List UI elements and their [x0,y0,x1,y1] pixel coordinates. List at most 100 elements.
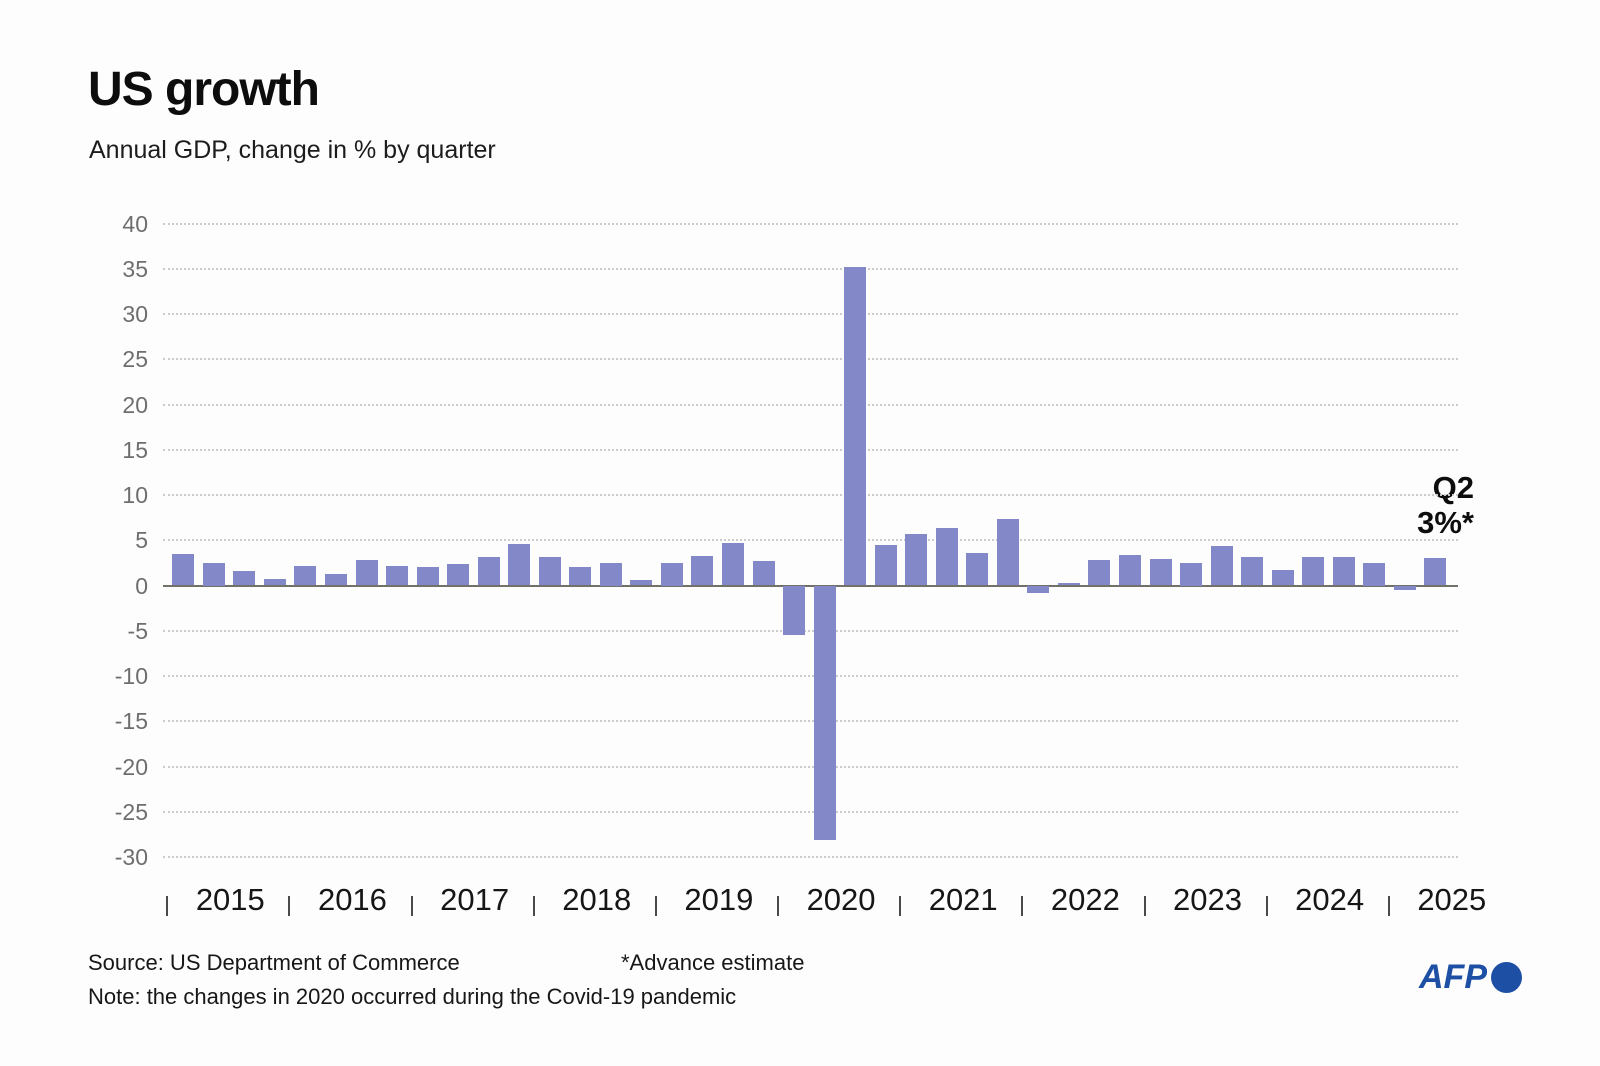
bar-2021-Q3 [966,552,989,586]
bar-2020-Q2 [813,585,836,840]
gridline-10 [163,494,1458,496]
annotation-quarter-label: Q2 [1432,470,1474,505]
bar-2024-Q1 [1271,570,1294,586]
x-axis-tick-2022 [1021,896,1024,916]
x-axis-label-2017: 2017 [440,882,510,917]
bar-2021-Q1 [905,533,928,586]
bar-2017-Q3 [477,556,500,586]
gridline-15 [163,448,1458,451]
bar-2025-Q1 [1393,585,1416,591]
y-axis-label: 25 [122,346,148,373]
bar-2017-Q2 [447,563,470,586]
gridline-35 [163,267,1458,270]
bar-2021-Q2 [935,527,958,586]
gridline--5 [163,629,1458,632]
gridline-30 [163,313,1458,315]
bar-2022-Q4 [1119,554,1141,586]
bar-2018-Q4 [630,580,653,586]
annotation-value-label: 3%* [1417,505,1474,540]
gridline--15 [163,720,1458,723]
bar-2019-Q2 [691,555,714,586]
bar-2022-Q1 [1027,585,1050,593]
x-axis-tick-2023 [1143,896,1146,916]
y-axis-label: 15 [122,436,148,463]
y-axis-label: -20 [114,753,148,780]
bar-2025-Q2 [1424,558,1447,586]
x-axis-label-2019: 2019 [684,882,754,917]
gridline-5 [163,539,1458,542]
y-axis-label: 10 [122,482,148,508]
bar-2024-Q3 [1332,556,1355,586]
bar-2020-Q3 [844,266,867,586]
covid-note-text: Note: the changes in 2020 occurred durin… [88,984,737,1009]
bar-2015-Q2 [202,562,225,586]
x-axis-label-2025: 2025 [1417,882,1487,917]
page-title: US growth [88,63,320,116]
gridline--10 [163,675,1458,677]
gridline--30 [163,856,1458,858]
afp-logo-dot-icon [1491,962,1522,993]
gridline--25 [163,810,1458,813]
bar-2017-Q1 [416,567,439,586]
advance-estimate-note: *Advance estimate [621,950,805,975]
bar-2018-Q1 [538,556,561,586]
source-text: Source: US Department of Commerce [88,950,460,975]
x-axis-label-2015: 2015 [195,882,265,917]
bar-2019-Q4 [752,561,775,586]
bar-2016-Q3 [355,560,378,586]
bar-2021-Q4 [996,518,1019,586]
x-axis-label-2022: 2022 [1050,882,1120,917]
bar-2023-Q4 [1241,556,1264,586]
y-axis-label: 0 [135,572,148,599]
bar-2015-Q1 [172,553,195,586]
bar-2017-Q4 [508,543,531,586]
x-axis-tick-2019 [654,896,657,916]
x-axis-tick-2016 [288,896,291,916]
bar-2023-Q1 [1149,559,1172,586]
bar-2020-Q1 [783,585,806,636]
y-axis-label: -5 [127,617,148,644]
y-axis-label: 30 [122,301,148,327]
x-axis-tick-2021 [899,896,902,916]
bar-2023-Q3 [1210,545,1233,586]
bar-2015-Q3 [233,571,256,586]
afp-logo-text: AFP [1419,958,1487,996]
x-axis-zero-line [163,584,1458,587]
gridline--20 [163,765,1458,768]
x-axis-tick-2020 [777,896,780,916]
x-axis-label-2020: 2020 [806,882,876,917]
x-axis-label-2016: 2016 [317,882,387,917]
y-axis-label: -10 [114,663,148,689]
bar-2019-Q1 [660,562,683,586]
bar-2022-Q2 [1057,582,1080,586]
x-axis-label-2018: 2018 [562,882,632,917]
y-axis-label: 5 [135,527,148,554]
y-axis-label: 35 [122,255,148,282]
chart-subtitle: Annual GDP, change in % by quarter [89,136,496,164]
afp-logo: AFP [1419,958,1522,997]
bar-2018-Q2 [569,567,592,586]
bar-2020-Q4 [874,544,897,586]
y-axis-label: -30 [114,844,148,870]
bar-2018-Q3 [599,562,622,586]
x-axis-label-2023: 2023 [1173,882,1242,917]
bar-2016-Q4 [386,565,409,586]
bar-2015-Q4 [263,579,286,586]
x-axis-tick-2025 [1387,896,1390,916]
gridline-20 [163,403,1458,406]
x-axis-tick-2015 [166,896,169,916]
latest-value-annotation: Q2 3%* [1294,470,1474,540]
bar-2024-Q2 [1302,557,1325,586]
bar-2016-Q1 [294,565,317,586]
gridline-25 [163,358,1458,361]
x-axis-label-2021: 2021 [928,882,998,917]
bar-2016-Q2 [325,573,347,586]
y-axis-label: -15 [114,708,148,735]
y-axis-label: -25 [114,798,148,825]
gridline-40 [163,222,1458,225]
bar-2019-Q3 [722,542,744,586]
x-axis-tick-2018 [532,896,535,916]
y-axis-label: 40 [122,210,148,237]
